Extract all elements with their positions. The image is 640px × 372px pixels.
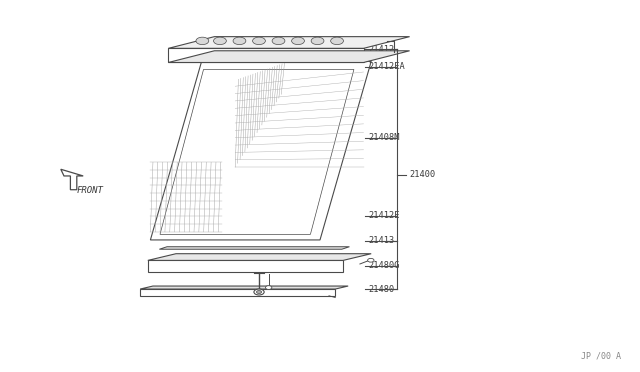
Circle shape: [272, 37, 285, 45]
Polygon shape: [148, 254, 371, 260]
Polygon shape: [140, 289, 335, 296]
Polygon shape: [180, 58, 372, 61]
Circle shape: [311, 37, 324, 45]
Text: 21413: 21413: [368, 236, 394, 245]
Circle shape: [196, 37, 209, 45]
Polygon shape: [61, 169, 83, 190]
Text: 21400: 21400: [410, 170, 436, 179]
Circle shape: [253, 37, 266, 45]
Circle shape: [367, 259, 374, 262]
Text: 21480G: 21480G: [368, 262, 399, 270]
Circle shape: [266, 286, 272, 289]
Polygon shape: [140, 286, 348, 289]
Circle shape: [233, 37, 246, 45]
Circle shape: [331, 37, 344, 45]
Polygon shape: [150, 61, 371, 240]
Polygon shape: [168, 51, 410, 62]
Polygon shape: [160, 70, 354, 234]
Circle shape: [292, 37, 305, 45]
Circle shape: [254, 289, 264, 295]
Text: 21412E: 21412E: [368, 211, 399, 220]
Polygon shape: [159, 247, 349, 249]
Text: 21408M: 21408M: [368, 133, 399, 142]
Text: FRONT: FRONT: [77, 186, 104, 195]
Text: 21412EA: 21412EA: [368, 62, 404, 71]
Text: 21480: 21480: [368, 285, 394, 294]
Circle shape: [257, 291, 262, 294]
Text: 21412: 21412: [368, 45, 394, 54]
Polygon shape: [168, 36, 410, 48]
Polygon shape: [168, 48, 364, 62]
Polygon shape: [148, 260, 343, 272]
Text: JP /00 A: JP /00 A: [581, 352, 621, 361]
Circle shape: [214, 37, 227, 45]
